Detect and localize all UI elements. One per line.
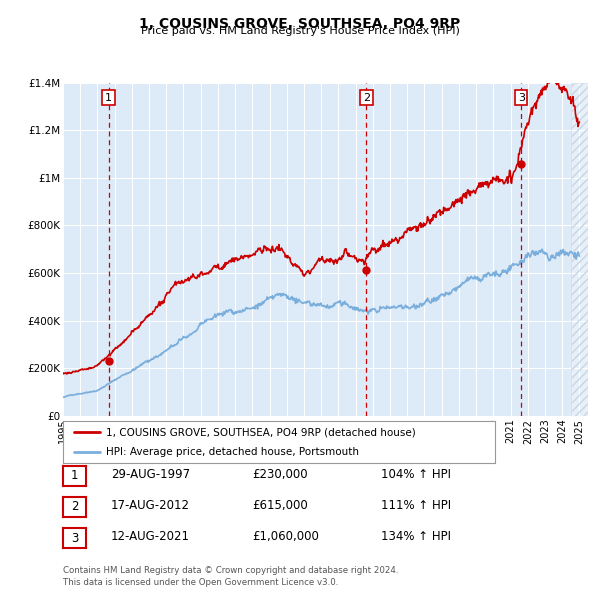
- Text: 29-AUG-1997: 29-AUG-1997: [111, 468, 190, 481]
- Text: 1, COUSINS GROVE, SOUTHSEA, PO4 9RP (detached house): 1, COUSINS GROVE, SOUTHSEA, PO4 9RP (det…: [106, 427, 416, 437]
- Text: 1: 1: [105, 93, 112, 103]
- Text: 3: 3: [518, 93, 525, 103]
- Text: 1: 1: [71, 469, 78, 482]
- Text: 17-AUG-2012: 17-AUG-2012: [111, 499, 190, 512]
- Text: £230,000: £230,000: [252, 468, 308, 481]
- Text: 134% ↑ HPI: 134% ↑ HPI: [381, 530, 451, 543]
- Text: 3: 3: [71, 532, 78, 545]
- Text: £1,060,000: £1,060,000: [252, 530, 319, 543]
- Text: 1, COUSINS GROVE, SOUTHSEA, PO4 9RP: 1, COUSINS GROVE, SOUTHSEA, PO4 9RP: [139, 17, 461, 31]
- Text: 104% ↑ HPI: 104% ↑ HPI: [381, 468, 451, 481]
- Text: 2: 2: [363, 93, 370, 103]
- Text: £615,000: £615,000: [252, 499, 308, 512]
- Text: 2: 2: [71, 500, 78, 513]
- Text: 111% ↑ HPI: 111% ↑ HPI: [381, 499, 451, 512]
- Text: Price paid vs. HM Land Registry's House Price Index (HPI): Price paid vs. HM Land Registry's House …: [140, 26, 460, 36]
- Text: HPI: Average price, detached house, Portsmouth: HPI: Average price, detached house, Port…: [106, 447, 359, 457]
- Text: Contains HM Land Registry data © Crown copyright and database right 2024.
This d: Contains HM Land Registry data © Crown c…: [63, 566, 398, 587]
- Text: 12-AUG-2021: 12-AUG-2021: [111, 530, 190, 543]
